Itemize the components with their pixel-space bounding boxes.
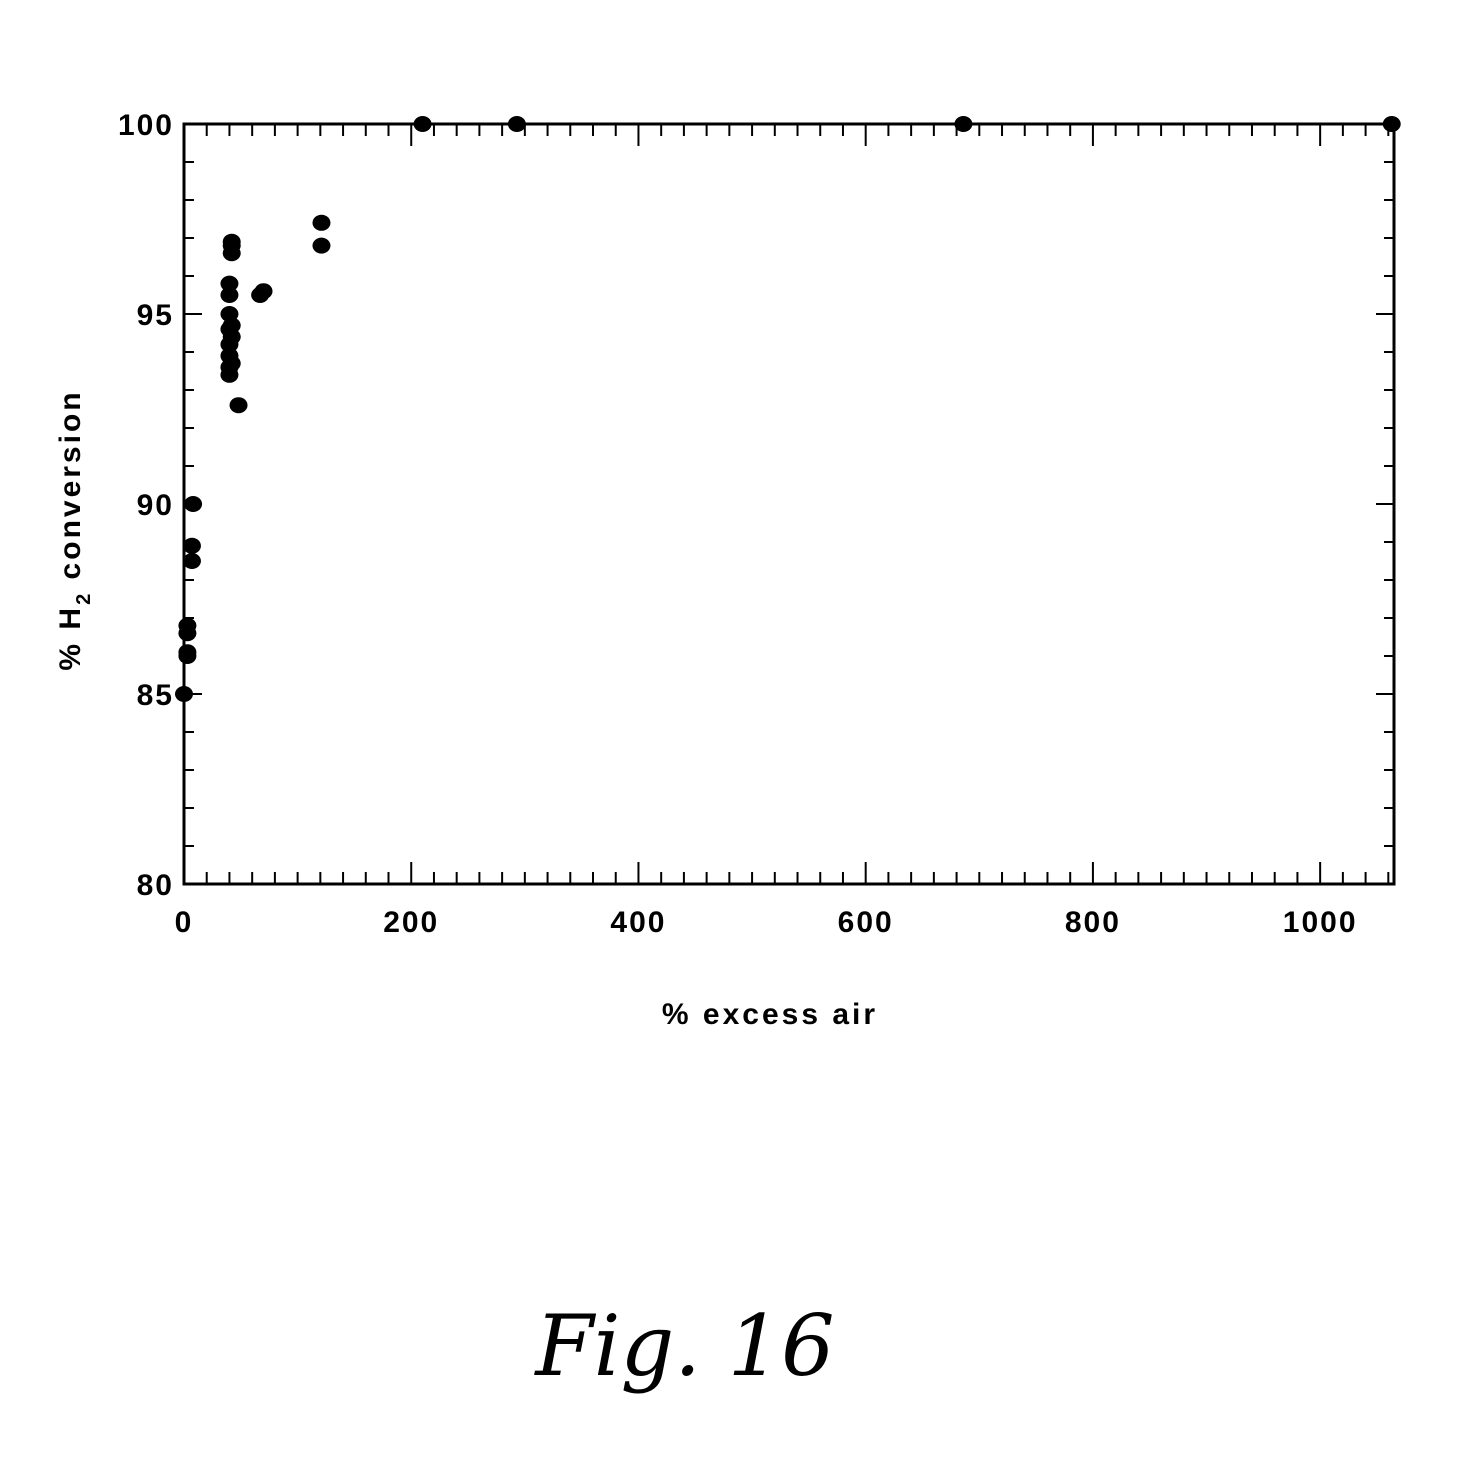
y-tick-label: 85 bbox=[137, 679, 174, 712]
x-tick-label: 200 bbox=[383, 906, 439, 939]
x-tick-label: 1000 bbox=[1283, 906, 1358, 939]
y-tick-label: 90 bbox=[137, 489, 174, 522]
data-point bbox=[223, 355, 241, 371]
y-axis-title: % H2 conversion bbox=[54, 389, 95, 670]
data-point bbox=[183, 553, 201, 569]
data-point bbox=[255, 283, 273, 299]
data-point bbox=[183, 538, 201, 554]
x-tick-label: 600 bbox=[838, 906, 894, 939]
x-tick-label: 0 bbox=[175, 906, 194, 939]
data-point bbox=[223, 317, 241, 333]
data-point bbox=[312, 215, 330, 231]
data-point bbox=[220, 276, 238, 292]
data-points bbox=[175, 116, 1401, 702]
y-axis-title-prefix: % H bbox=[54, 605, 87, 671]
data-point bbox=[175, 686, 193, 702]
y-axis-tick-labels: 80 85 90 95 100 bbox=[118, 109, 174, 902]
x-tick-label: 400 bbox=[610, 906, 666, 939]
y-tick-label: 100 bbox=[118, 109, 174, 142]
data-point bbox=[954, 116, 972, 132]
y-tick-label: 80 bbox=[137, 869, 174, 902]
x-axis-ticks bbox=[184, 124, 1388, 884]
data-point bbox=[312, 238, 330, 254]
plot-frame bbox=[184, 124, 1394, 884]
data-point bbox=[178, 644, 196, 660]
data-point bbox=[178, 618, 196, 634]
x-axis-tick-labels: 0 200 400 600 800 1000 bbox=[175, 906, 1358, 939]
data-point bbox=[184, 496, 202, 512]
x-tick-label: 800 bbox=[1065, 906, 1121, 939]
x-axis-title: % excess air bbox=[662, 998, 878, 1031]
y-axis-ticks bbox=[184, 124, 1394, 884]
y-axis-title-subscript: 2 bbox=[73, 591, 95, 605]
data-point bbox=[230, 397, 248, 413]
plot-area: 0 200 400 600 800 1000 80 85 90 95 100 bbox=[118, 109, 1401, 939]
data-point bbox=[414, 116, 432, 132]
y-axis-title-suffix: conversion bbox=[54, 389, 87, 590]
data-point bbox=[508, 116, 526, 132]
data-point bbox=[223, 234, 241, 250]
data-point bbox=[1383, 116, 1401, 132]
figure-caption: Fig. 16 bbox=[533, 1297, 834, 1395]
y-tick-label: 95 bbox=[137, 299, 174, 332]
